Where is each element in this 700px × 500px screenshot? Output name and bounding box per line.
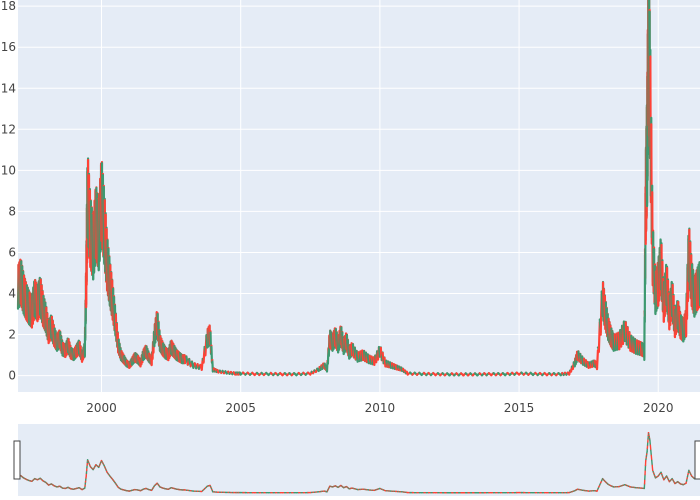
- y-tick-label: 2: [8, 328, 16, 342]
- range-slider-preview: [17, 431, 700, 494]
- y-tick-label: 8: [8, 204, 16, 218]
- y-tick-label: 10: [1, 163, 16, 177]
- x-tick-label: 2020: [643, 401, 674, 415]
- candles: [16, 0, 700, 377]
- candle: [595, 349, 600, 371]
- y-gridlines: [18, 5, 700, 377]
- y-tick-label: 18: [1, 0, 16, 13]
- plot-area[interactable]: [18, 0, 700, 392]
- y-tick-labels: 0 2 4 6 8 10 12 14 16 18: [1, 0, 16, 383]
- y-tick-label: 16: [1, 40, 16, 54]
- y-tick-label: 14: [1, 81, 16, 95]
- range-slider-right-handle[interactable]: [694, 440, 700, 480]
- range-slider[interactable]: [18, 424, 700, 496]
- x-tick-label: 2000: [86, 401, 117, 415]
- x-tick-label: 2015: [504, 401, 535, 415]
- x-tick-label: 2010: [365, 401, 396, 415]
- range-slider-left-handle[interactable]: [13, 440, 21, 480]
- y-tick-label: 4: [8, 286, 16, 300]
- y-tick-label: 6: [8, 245, 16, 259]
- y-tick-label: 0: [8, 369, 16, 383]
- x-gridlines: [101, 0, 659, 392]
- y-tick-label: 12: [1, 122, 16, 136]
- x-tick-label: 2005: [225, 401, 256, 415]
- x-tick-labels: 2000 2005 2010 2015 2020: [86, 401, 673, 415]
